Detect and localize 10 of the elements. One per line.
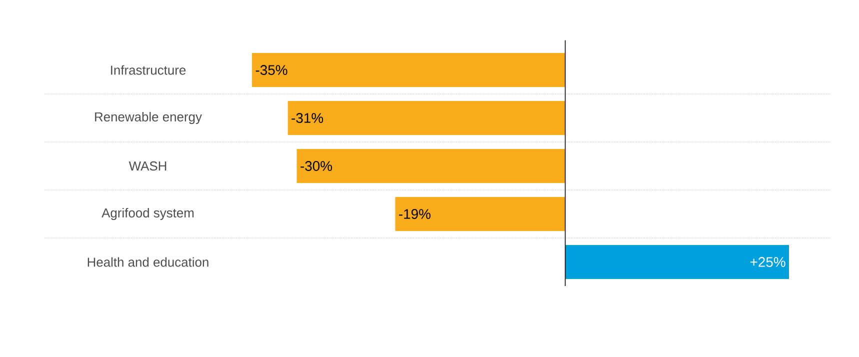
data-label: +25% (750, 257, 786, 267)
data-label: -31% (292, 113, 324, 123)
y-tick-label: WASH (128, 161, 166, 171)
data-label: -30% (300, 161, 332, 171)
data-label: -19% (399, 209, 430, 219)
y-tick-label: Agrifood system (102, 208, 194, 220)
y-tick-label: Infrastructure (111, 65, 186, 75)
y-tick-label: Renewable energy (95, 112, 202, 124)
data-label: -35% (256, 65, 288, 75)
y-tick-label: Health and education (88, 257, 208, 267)
